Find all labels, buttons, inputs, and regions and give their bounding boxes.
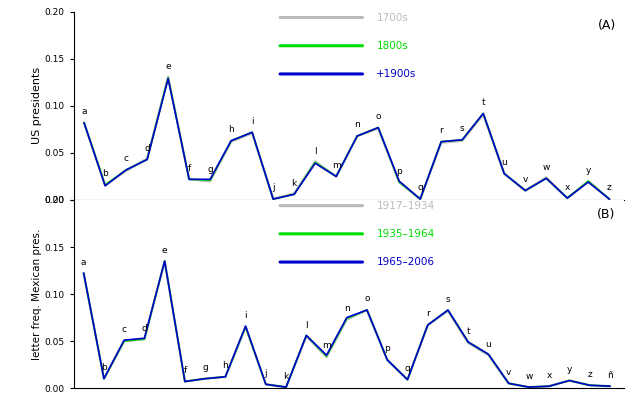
Text: +1900s: +1900s [376,69,417,79]
Text: z: z [607,183,612,192]
Text: i: i [244,311,247,320]
Text: s: s [445,295,451,305]
Text: v: v [506,368,511,377]
Text: o: o [376,112,381,121]
Text: u: u [501,158,507,167]
Text: l: l [305,321,308,330]
Text: k: k [284,371,289,381]
Text: g: g [202,363,208,372]
Text: p: p [385,344,390,353]
Text: a: a [81,107,87,116]
Text: q: q [404,364,410,373]
Text: y: y [586,166,591,175]
Text: v: v [523,175,528,184]
Text: t: t [481,98,485,107]
Text: t: t [467,327,470,336]
Text: r: r [439,126,443,135]
Text: n: n [355,120,360,129]
Text: h: h [228,125,234,134]
Text: 1935–1964: 1935–1964 [376,229,435,239]
Text: ñ: ñ [607,371,612,380]
Text: 1965–2006: 1965–2006 [376,257,435,267]
Y-axis label: letter freq. Mexican pres.: letter freq. Mexican pres. [31,228,42,360]
Text: e: e [165,62,171,71]
Text: g: g [207,165,213,173]
Text: l: l [314,147,317,156]
Text: o: o [364,295,370,303]
Text: (B): (B) [597,208,616,221]
Text: f: f [188,164,191,173]
Text: c: c [122,326,127,335]
Text: u: u [486,340,492,348]
Text: w: w [543,163,550,172]
Text: i: i [251,117,253,126]
Text: a: a [81,258,86,267]
Text: r: r [426,310,429,318]
Text: 1917–1934: 1917–1934 [376,201,435,211]
Text: z: z [588,370,592,379]
Text: q: q [417,183,423,192]
Text: k: k [292,179,297,188]
Text: d: d [144,144,150,153]
Text: e: e [162,246,168,255]
Text: b: b [101,363,107,372]
Text: s: s [460,124,465,133]
Text: f: f [183,366,186,375]
Text: c: c [124,154,129,163]
Text: j: j [272,183,275,192]
Text: y: y [566,365,572,374]
Text: n: n [344,304,349,313]
Text: h: h [223,361,228,370]
Text: 1700s: 1700s [376,13,408,23]
Text: (A): (A) [598,19,616,32]
Text: j: j [264,369,267,378]
Text: 1800s: 1800s [376,41,408,51]
Text: w: w [525,371,532,381]
Text: x: x [564,183,570,192]
Text: m: m [322,341,331,350]
Text: b: b [102,169,108,178]
Text: m: m [332,161,340,170]
Text: d: d [141,324,147,333]
Text: x: x [547,371,552,380]
Text: p: p [396,167,402,175]
Y-axis label: US presidents: US presidents [31,67,42,145]
